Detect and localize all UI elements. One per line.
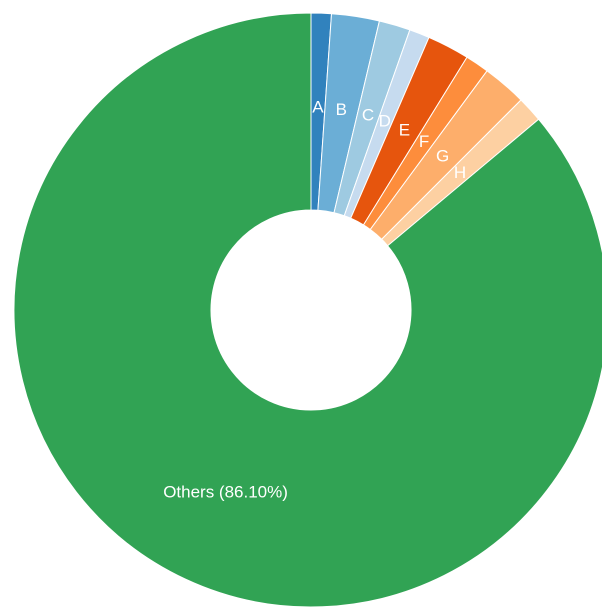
slice-label: A (312, 98, 324, 117)
slice-label: Others (86.10%) (163, 483, 288, 502)
slice-label: G (436, 146, 449, 165)
slice-label: E (399, 120, 410, 139)
slice-label: C (362, 106, 374, 125)
slice-label: D (379, 111, 391, 130)
slice-label: F (419, 132, 429, 151)
slice-label: H (454, 163, 466, 182)
slice (13, 12, 602, 608)
slice-label: B (336, 100, 347, 119)
